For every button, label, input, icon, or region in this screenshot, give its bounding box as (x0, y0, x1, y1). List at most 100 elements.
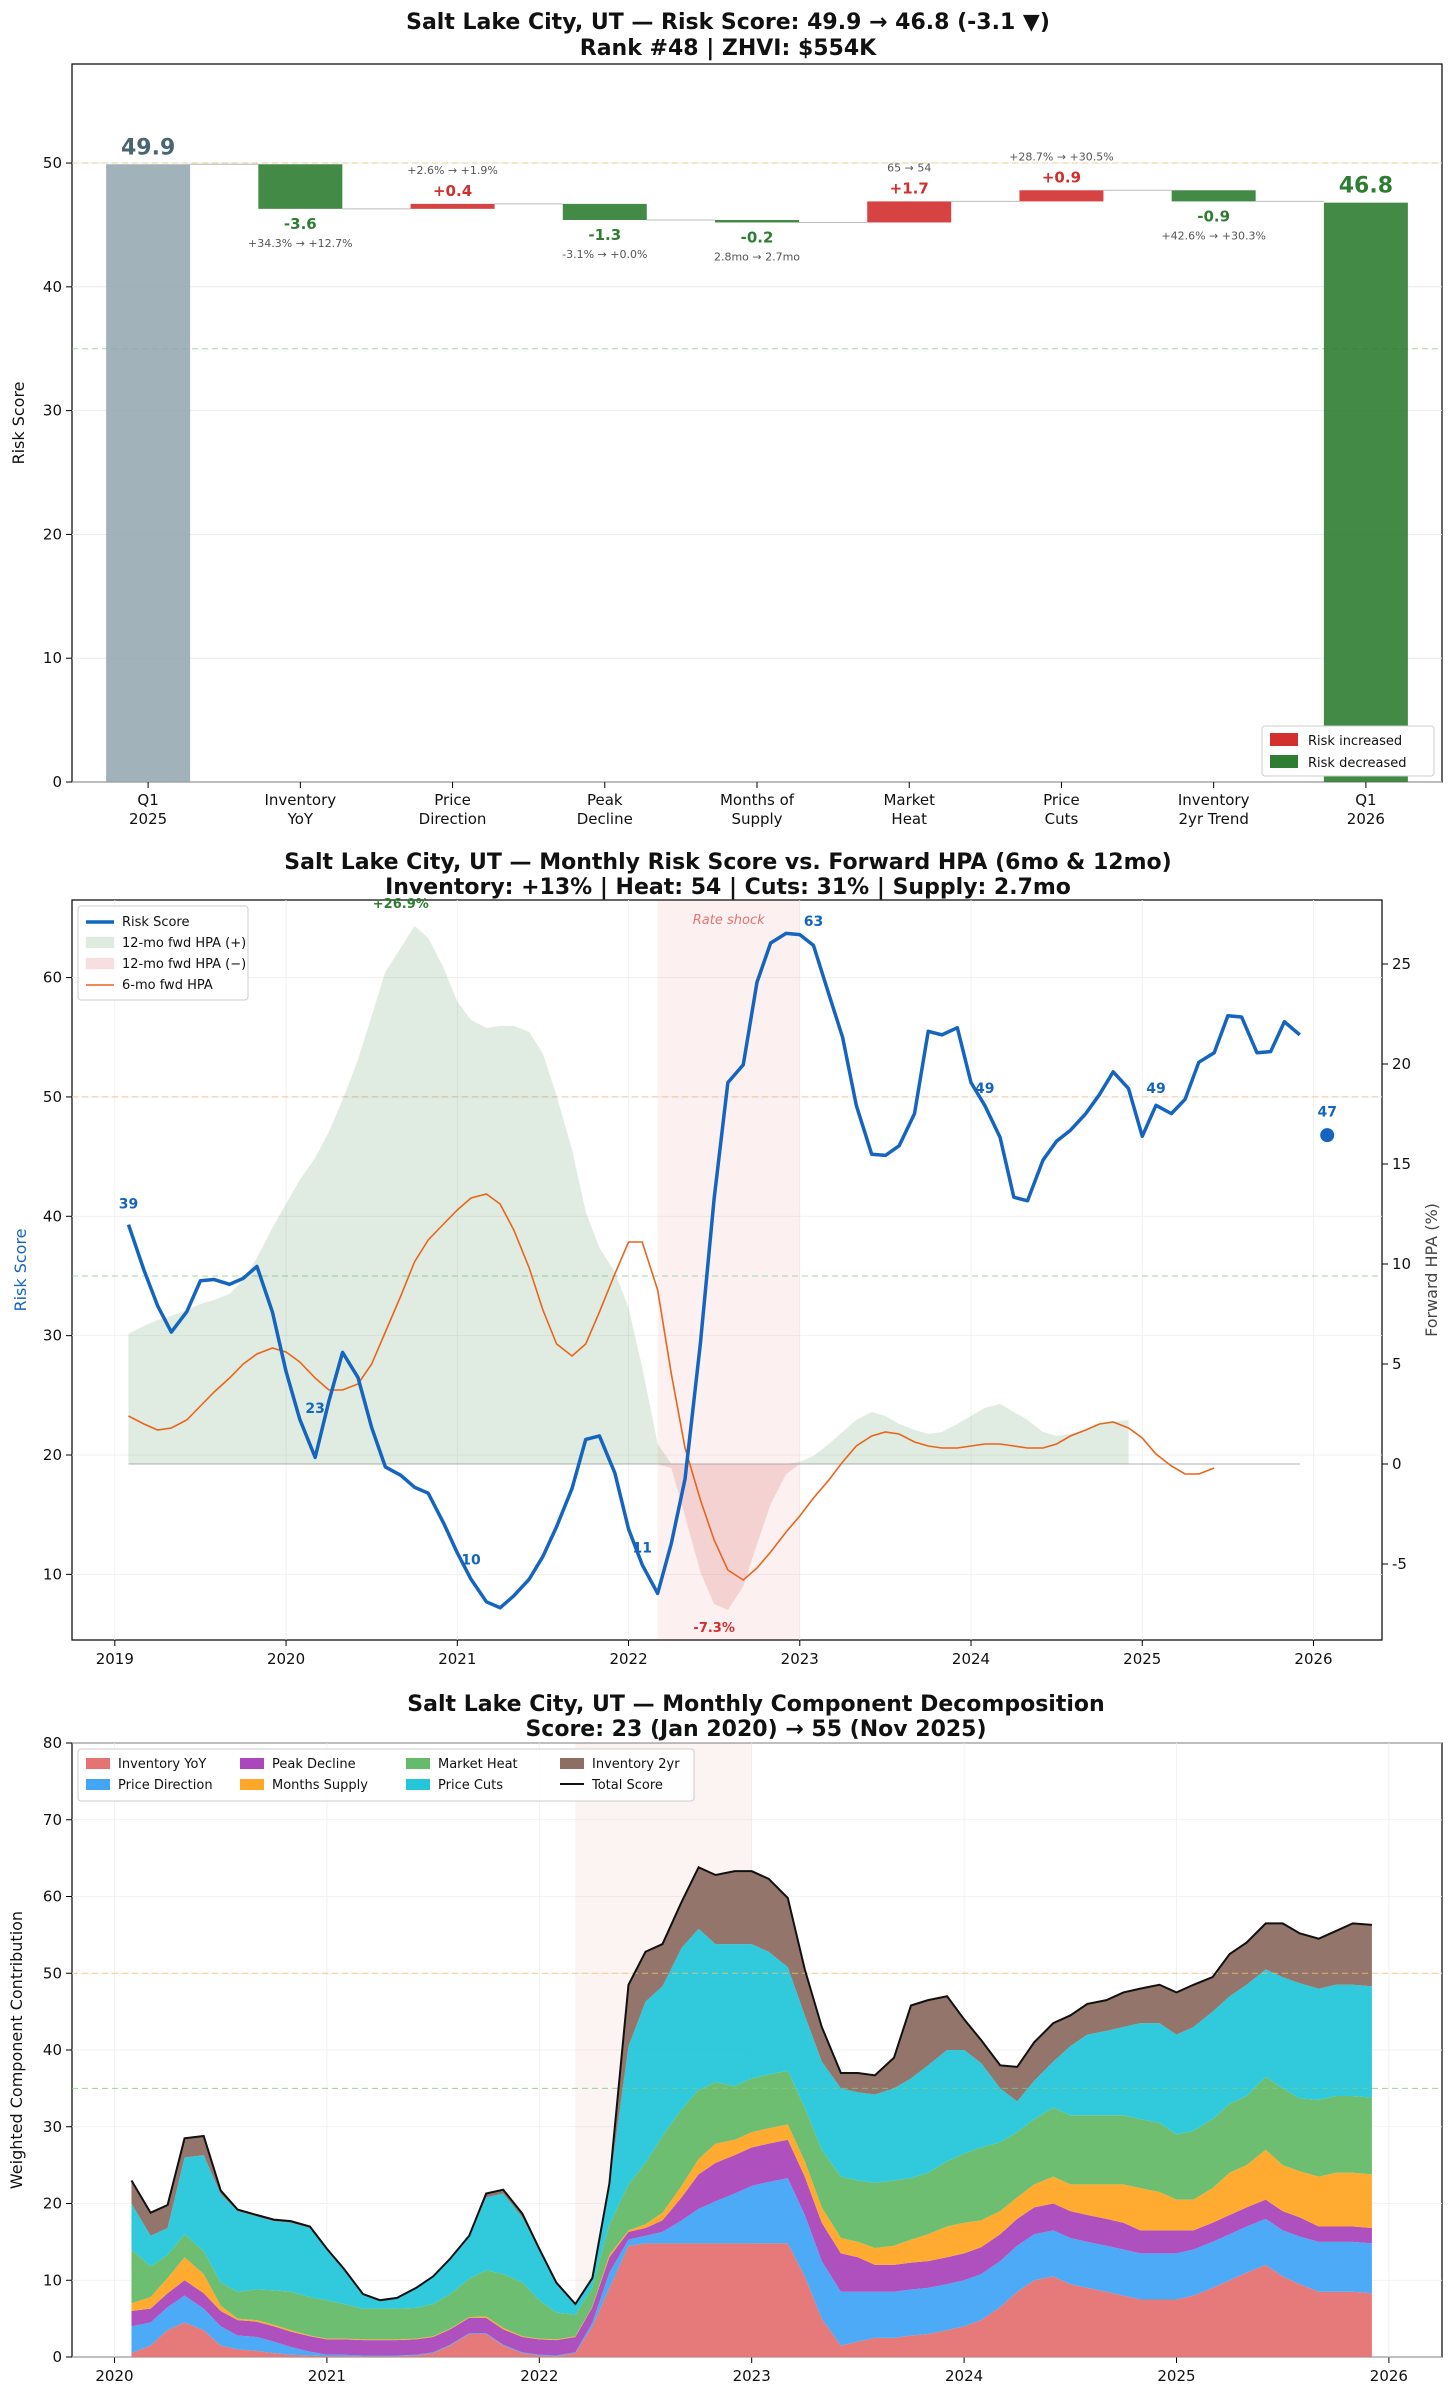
y-tick-label: 50 (43, 154, 62, 172)
hpa6-line (128, 1193, 1215, 1582)
bar-value-label: +1.7 (890, 179, 929, 197)
bar-value-label: +0.4 (433, 182, 472, 200)
legend-label: Inventory 2yr (592, 1757, 680, 1772)
y-tick-label: 20 (43, 2195, 62, 2213)
plot-frame (71, 899, 1383, 1641)
legend-label: Price Direction (118, 1778, 213, 1793)
bar (1323, 202, 1408, 783)
x-tick-label: 2026 (1294, 1650, 1332, 1668)
risk-annotation: 23 (305, 1401, 324, 1417)
bar-note: 65 → 54 (887, 161, 931, 174)
chart-title: Salt Lake City, UT — Monthly Risk Score … (284, 850, 1171, 875)
x-tick-label: Inventory YoY (265, 791, 337, 828)
legend-box (1261, 725, 1435, 777)
y-tick-label: 40 (43, 1207, 62, 1225)
hpa-annotation: +26.9% (373, 897, 429, 912)
legend-label: Months Supply (272, 1778, 368, 1793)
legend: Inventory YoY Price Direction Peak Decline… (77, 1748, 695, 1802)
chart-title: Salt Lake City, UT — Risk Score: 49.9 → … (406, 10, 1050, 35)
y2-tick-label: 10 (1392, 1255, 1411, 1273)
legend-swatch (86, 1758, 110, 1769)
bar-value-label: 46.8 (1339, 174, 1393, 199)
risk-annotation: 49 (1146, 1081, 1165, 1097)
legend-swatch (86, 1779, 110, 1790)
legend-swatch (85, 936, 115, 949)
bar-note: 2.8mo → 2.7mo (714, 250, 800, 263)
risk-score-line (126, 931, 1301, 1610)
stack-area-market-heat (131, 2070, 1372, 2340)
y-tick-label: 30 (43, 1327, 62, 1345)
chart-subtitle: Inventory: +13% | Heat: 54 | Cuts: 31% |… (385, 875, 1071, 900)
legend-swatch (1270, 755, 1298, 768)
x-tick-label: Market Heat (883, 791, 935, 828)
y-tick-label: 60 (43, 969, 62, 987)
legend-swatch (406, 1779, 430, 1790)
stack-area-price-direction (131, 2178, 1372, 2357)
x-tick-label: Inventory 2yr Trend (1178, 791, 1250, 828)
chart-subtitle: Rank #48 | ZHVI: $554K (580, 36, 877, 61)
legend: Risk increased Risk decreased (1261, 725, 1435, 777)
y2-tick-label: 0 (1392, 1455, 1402, 1473)
x-tick-label: 2025 (1157, 2367, 1195, 2385)
bar-note: -3.1% → +0.0% (562, 248, 647, 261)
legend: Risk Score 12-mo fwd HPA (+) 12-mo fwd HPA… (77, 905, 249, 1001)
bar-value-label: -3.6 (284, 215, 317, 233)
legend-swatch (560, 1758, 584, 1769)
x-tick-label: 2024 (952, 1650, 990, 1668)
waterfall-chart: Salt Lake City, UT — Risk Score: 49.9 → … (9, 10, 1443, 828)
y-tick-label: 0 (52, 773, 62, 791)
bar-note: +2.6% → +1.9% (407, 164, 498, 177)
stack-area-price-cuts (131, 1928, 1372, 2315)
bar (1171, 190, 1256, 202)
bar-value-label: -0.9 (1197, 207, 1230, 225)
y2-tick-label: 25 (1392, 955, 1411, 973)
bar (258, 164, 343, 209)
legend-label: 6-mo fwd HPA (122, 978, 213, 993)
total-score-line (130, 1866, 1372, 2306)
bar-value-label: +0.9 (1042, 168, 1081, 186)
x-tick-label: 2026 (1370, 2367, 1408, 2385)
x-tick-label: 2021 (308, 2367, 346, 2385)
legend-label: Market Heat (438, 1757, 518, 1772)
risk-annotation: 63 (804, 914, 823, 930)
legend-swatch (240, 1758, 264, 1769)
x-tick-label: 2020 (95, 2367, 133, 2385)
y-tick-label: 10 (43, 649, 62, 667)
y-tick-label: 30 (43, 2118, 62, 2136)
x-tick-label: Peak Decline (577, 791, 633, 828)
x-tick-label: 2020 (267, 1650, 305, 1668)
y-tick-label: 40 (43, 278, 62, 296)
legend-label: Price Cuts (438, 1778, 503, 1793)
legend-box (77, 905, 249, 1001)
bar (562, 203, 647, 220)
bar-value-label: -1.3 (588, 226, 621, 244)
y2-axis-label: Forward HPA (%) (1422, 1203, 1441, 1337)
current-risk-point (1320, 1128, 1335, 1143)
bar-value-label: -0.2 (741, 228, 774, 246)
risk-hpa-chart: Salt Lake City, UT — Monthly Risk Score … (11, 850, 1441, 1668)
y-tick-label: 60 (43, 1888, 62, 1906)
y-tick-label: 20 (43, 525, 62, 543)
x-tick-label: 2025 (1123, 1650, 1161, 1668)
risk-annotation: 11 (632, 1540, 651, 1556)
risk-annotation: 47 (1317, 1105, 1336, 1121)
legend-swatch (1270, 733, 1298, 746)
rate-shock-band (657, 900, 800, 1640)
bar-note: +28.7% → +30.5% (1009, 150, 1114, 163)
hpa-annotation: -7.3% (693, 1621, 734, 1636)
y-tick-label: 50 (43, 1964, 62, 1982)
bar-value-label: 49.9 (121, 135, 175, 160)
x-tick-label: Q1 2025 (129, 791, 167, 828)
y-tick-label: 0 (52, 2348, 62, 2366)
x-tick-label: 2024 (945, 2367, 983, 2385)
legend-box (77, 1748, 695, 1802)
legend-label: Risk Score (122, 915, 190, 930)
risk-annotation: 49 (975, 1081, 994, 1097)
y2-tick-label: 20 (1392, 1055, 1411, 1073)
chart-subtitle: Score: 23 (Jan 2020) → 55 (Nov 2025) (525, 1717, 986, 1742)
bar (1019, 190, 1104, 202)
legend-label: 12-mo fwd HPA (+) (122, 936, 246, 951)
legend-label: Risk decreased (1308, 756, 1407, 771)
x-tick-label: Months of Supply (720, 791, 795, 828)
